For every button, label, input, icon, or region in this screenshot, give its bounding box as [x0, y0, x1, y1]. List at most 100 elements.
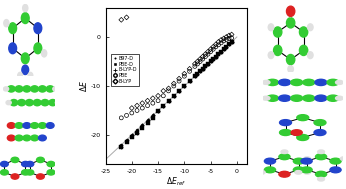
Point — [155, 109, 161, 112]
Point — [224, 45, 229, 48]
Point — [205, 62, 211, 65]
Point — [221, 48, 227, 51]
Circle shape — [330, 158, 341, 164]
Circle shape — [23, 123, 31, 128]
Point — [166, 99, 171, 102]
Circle shape — [47, 170, 55, 175]
Point — [166, 87, 171, 90]
Circle shape — [53, 87, 58, 91]
Circle shape — [1, 170, 8, 175]
Circle shape — [268, 52, 274, 59]
Point — [134, 131, 140, 134]
Point — [226, 34, 232, 37]
Circle shape — [336, 96, 343, 100]
Circle shape — [258, 170, 265, 174]
Point — [208, 48, 213, 51]
Point — [119, 146, 124, 149]
Point — [171, 94, 176, 97]
Circle shape — [299, 45, 308, 56]
Point — [203, 65, 208, 68]
Circle shape — [23, 135, 31, 141]
Circle shape — [55, 101, 61, 105]
Circle shape — [295, 170, 302, 174]
Point — [221, 39, 227, 42]
Point — [129, 136, 135, 139]
Point — [134, 104, 140, 107]
Point — [150, 97, 156, 100]
Circle shape — [18, 72, 22, 79]
Circle shape — [3, 87, 9, 91]
Point — [226, 43, 232, 46]
X-axis label: $\Delta E_{ref}$: $\Delta E_{ref}$ — [166, 176, 186, 188]
Circle shape — [34, 23, 42, 34]
Circle shape — [291, 130, 302, 135]
Point — [166, 99, 171, 102]
Point — [182, 72, 187, 75]
Point — [124, 114, 129, 117]
Circle shape — [7, 135, 15, 141]
Point — [182, 84, 187, 88]
Point — [200, 67, 206, 70]
Point — [145, 99, 150, 102]
Point — [218, 50, 224, 53]
Point — [226, 43, 232, 46]
Point — [229, 36, 234, 40]
Circle shape — [315, 79, 327, 85]
Point — [192, 65, 198, 68]
Circle shape — [308, 52, 313, 59]
Circle shape — [31, 123, 38, 128]
Point — [155, 99, 161, 102]
Point — [195, 72, 200, 75]
Point — [229, 40, 234, 43]
Circle shape — [274, 27, 282, 37]
Circle shape — [274, 45, 282, 56]
Circle shape — [288, 66, 293, 73]
Point — [192, 62, 198, 65]
Point — [224, 38, 229, 41]
Point — [203, 53, 208, 56]
Circle shape — [281, 150, 288, 153]
Point — [213, 43, 219, 46]
Point — [139, 102, 145, 105]
Point — [129, 133, 135, 136]
Point — [124, 141, 129, 144]
Circle shape — [297, 115, 309, 121]
Circle shape — [15, 86, 23, 92]
Point — [155, 109, 161, 112]
Point — [205, 53, 211, 56]
Circle shape — [9, 43, 17, 54]
Circle shape — [301, 167, 312, 173]
Point — [139, 124, 145, 127]
Point — [203, 65, 208, 68]
Circle shape — [336, 80, 343, 84]
Point — [221, 48, 227, 51]
Circle shape — [318, 177, 325, 181]
Circle shape — [23, 86, 31, 92]
Point — [171, 94, 176, 97]
Point — [145, 121, 150, 124]
Circle shape — [49, 99, 57, 106]
Point — [187, 80, 192, 83]
Point — [208, 60, 213, 63]
Point — [187, 70, 192, 73]
Point — [203, 55, 208, 58]
Point — [224, 36, 229, 39]
Point — [171, 94, 176, 97]
Point — [224, 45, 229, 48]
Circle shape — [4, 20, 9, 27]
Point — [210, 57, 216, 60]
Point — [216, 40, 221, 43]
Point — [205, 62, 211, 65]
Point — [134, 109, 140, 112]
Point — [187, 80, 192, 83]
Point — [218, 50, 224, 53]
Circle shape — [42, 50, 47, 57]
Circle shape — [262, 96, 270, 100]
Point — [197, 70, 203, 73]
Circle shape — [7, 86, 15, 92]
Point — [229, 40, 234, 43]
Circle shape — [47, 161, 55, 167]
Point — [213, 55, 219, 58]
Circle shape — [1, 161, 8, 167]
Point — [134, 129, 140, 132]
